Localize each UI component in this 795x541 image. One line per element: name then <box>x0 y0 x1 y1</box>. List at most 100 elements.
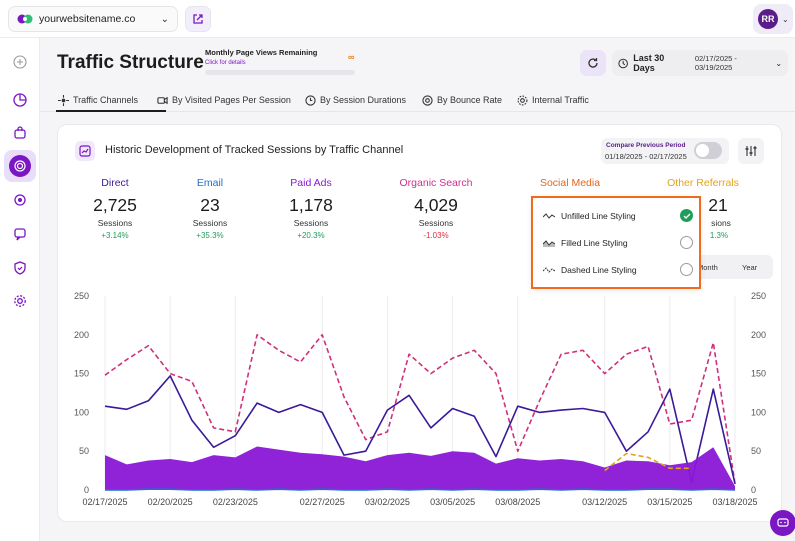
filled-wave-icon <box>543 240 555 247</box>
metric-value: 1,178 <box>289 195 333 215</box>
y-tick-label-right: 200 <box>751 330 766 340</box>
y-tick-label-left: 200 <box>74 330 89 340</box>
metric-unit: Sessions <box>418 218 454 228</box>
y-tick-label-right: 150 <box>751 369 766 379</box>
metric-value: 4,029 <box>414 195 458 215</box>
sidebar-item-messages[interactable] <box>10 224 30 244</box>
metric-other-referrals[interactable]: Other Referrals 21 sions 1.3% <box>648 177 758 240</box>
metric-delta: +20.3% <box>297 231 325 240</box>
metric-unit: Sessions <box>293 218 329 228</box>
traffic-icon <box>9 155 31 177</box>
metric-social-media[interactable]: Social Media <box>515 177 625 189</box>
page-title: Traffic Structure <box>57 52 204 73</box>
tab-bounce-rate[interactable]: By Bounce Rate <box>422 92 502 108</box>
period-month[interactable]: Month <box>697 263 718 272</box>
metric-unit: sions <box>711 218 731 228</box>
metric-value: 21 <box>708 195 728 215</box>
tab-label: By Bounce Rate <box>437 95 503 105</box>
tab-label: By Session Durations <box>320 95 407 105</box>
metric-email[interactable]: Email 23 Sessions +35.3% <box>155 177 265 240</box>
site-name: yourwebsitename.co <box>39 13 136 25</box>
user-menu[interactable]: RR ⌄ <box>753 4 793 34</box>
metric-delta: +3.14% <box>101 231 129 240</box>
metric-name: Other Referrals <box>667 177 739 189</box>
pageviews-widget[interactable]: Monthly Page Views Remaining Click for d… <box>205 48 360 78</box>
metric-organic-search[interactable]: Organic Search 4,029 Sessions -1.03% <box>381 177 491 240</box>
sidebar-item-settings[interactable] <box>10 291 30 311</box>
chart-settings-button[interactable] <box>738 138 764 164</box>
x-tick-label: 02/27/2025 <box>300 497 345 507</box>
avatar: RR <box>758 9 778 29</box>
tab-internal-traffic[interactable]: Internal Traffic <box>517 92 589 108</box>
line-style-label: Unfilled Line Styling <box>561 211 636 221</box>
metric-name: Direct <box>101 177 129 189</box>
pageviews-value: ∞ <box>348 52 355 62</box>
compare-previous-period[interactable]: Compare Previous Period 01/18/2025 - 02/… <box>601 138 729 164</box>
pie-chart-icon <box>13 93 27 107</box>
channels-icon <box>58 94 69 106</box>
refresh-icon <box>588 58 598 68</box>
series-email-line <box>105 488 736 491</box>
compare-dates: 01/18/2025 - 02/17/2025 <box>605 152 687 161</box>
x-tick-label: 03/18/2025 <box>712 497 757 507</box>
radio-empty-icon[interactable] <box>680 236 693 249</box>
period-year[interactable]: Year <box>742 263 758 272</box>
y-tick-label-right: 0 <box>751 485 756 495</box>
chevron-down-icon: ⌄ <box>782 14 789 24</box>
chevron-down-icon: ⌄ <box>160 13 169 25</box>
traffic-channels-card: Historic Development of Tracked Sessions… <box>57 124 782 522</box>
sidebar-item-ecommerce[interactable] <box>10 123 30 143</box>
date-range-dates: 02/17/2025 - 03/19/2025 <box>694 54 737 72</box>
sidebar <box>0 38 40 541</box>
date-range-selector[interactable]: Last 30 Days 02/17/2025 - 03/19/2025 ⌄ <box>612 50 788 76</box>
gear-icon <box>517 95 528 105</box>
tab-label: Internal Traffic <box>532 95 589 105</box>
sidebar-item-dashboard[interactable] <box>10 90 30 110</box>
y-tick-label-left: 50 <box>79 446 89 456</box>
sidebar-item-home[interactable] <box>10 52 30 72</box>
chat-button[interactable] <box>770 510 795 536</box>
sidebar-item-seo[interactable] <box>10 190 30 210</box>
site-selector[interactable]: yourwebsitename.co ⌄ <box>8 6 178 32</box>
line-style-filled[interactable]: Filled Line Styling <box>543 235 693 251</box>
radio-checked-icon[interactable] <box>680 209 693 222</box>
x-tick-label: 03/05/2025 <box>430 497 475 507</box>
top-bar: yourwebsitename.co ⌄ RR ⌄ <box>0 0 795 38</box>
metric-name: Paid Ads <box>290 177 332 189</box>
home-circle-icon <box>13 55 27 69</box>
period-segment[interactable]: Month Year <box>693 255 773 279</box>
y-tick-label-left: 250 <box>74 291 89 301</box>
gear-icon <box>14 295 26 307</box>
site-logo-icon <box>17 14 33 24</box>
line-style-dashed[interactable]: Dashed Line Styling <box>543 262 693 278</box>
chat-icon <box>777 518 789 527</box>
metric-value: 23 <box>200 195 220 215</box>
tab-session-durations[interactable]: By Session Durations <box>305 92 406 108</box>
wave-icon <box>543 213 555 219</box>
metric-direct[interactable]: Direct 2,725 Sessions +3.14% <box>60 177 170 240</box>
sidebar-item-security[interactable] <box>10 258 30 278</box>
external-link-icon <box>193 14 203 24</box>
chevron-down-icon: ⌄ <box>775 58 783 68</box>
y-tick-label-left: 0 <box>84 485 89 495</box>
chart-icon <box>75 141 95 161</box>
tab-traffic-channels[interactable]: Traffic Channels <box>58 92 138 108</box>
pageviews-link[interactable]: Click for details <box>205 60 246 66</box>
metric-paid-ads[interactable]: Paid Ads 1,178 Sessions +20.3% <box>256 177 366 240</box>
y-tick-label-left: 150 <box>74 369 89 379</box>
shopping-bag-icon <box>14 126 26 139</box>
series-organic-search-line <box>104 334 736 484</box>
card-title: Historic Development of Tracked Sessions… <box>105 144 404 156</box>
open-site-button[interactable] <box>185 6 211 32</box>
line-style-unfilled[interactable]: Unfilled Line Styling <box>543 208 693 224</box>
line-style-dropdown: Unfilled Line Styling Filled Line Stylin… <box>531 196 701 289</box>
sidebar-item-traffic[interactable] <box>4 150 36 182</box>
shield-icon <box>14 261 26 275</box>
compare-toggle[interactable] <box>694 142 722 159</box>
refresh-button[interactable] <box>580 50 606 76</box>
x-tick-label: 03/08/2025 <box>495 497 540 507</box>
radio-empty-icon[interactable] <box>680 263 693 276</box>
metric-unit: Sessions <box>97 218 133 228</box>
tab-visited-pages[interactable]: By Visited Pages Per Session <box>157 92 291 108</box>
metric-delta: +35.3% <box>196 231 224 240</box>
